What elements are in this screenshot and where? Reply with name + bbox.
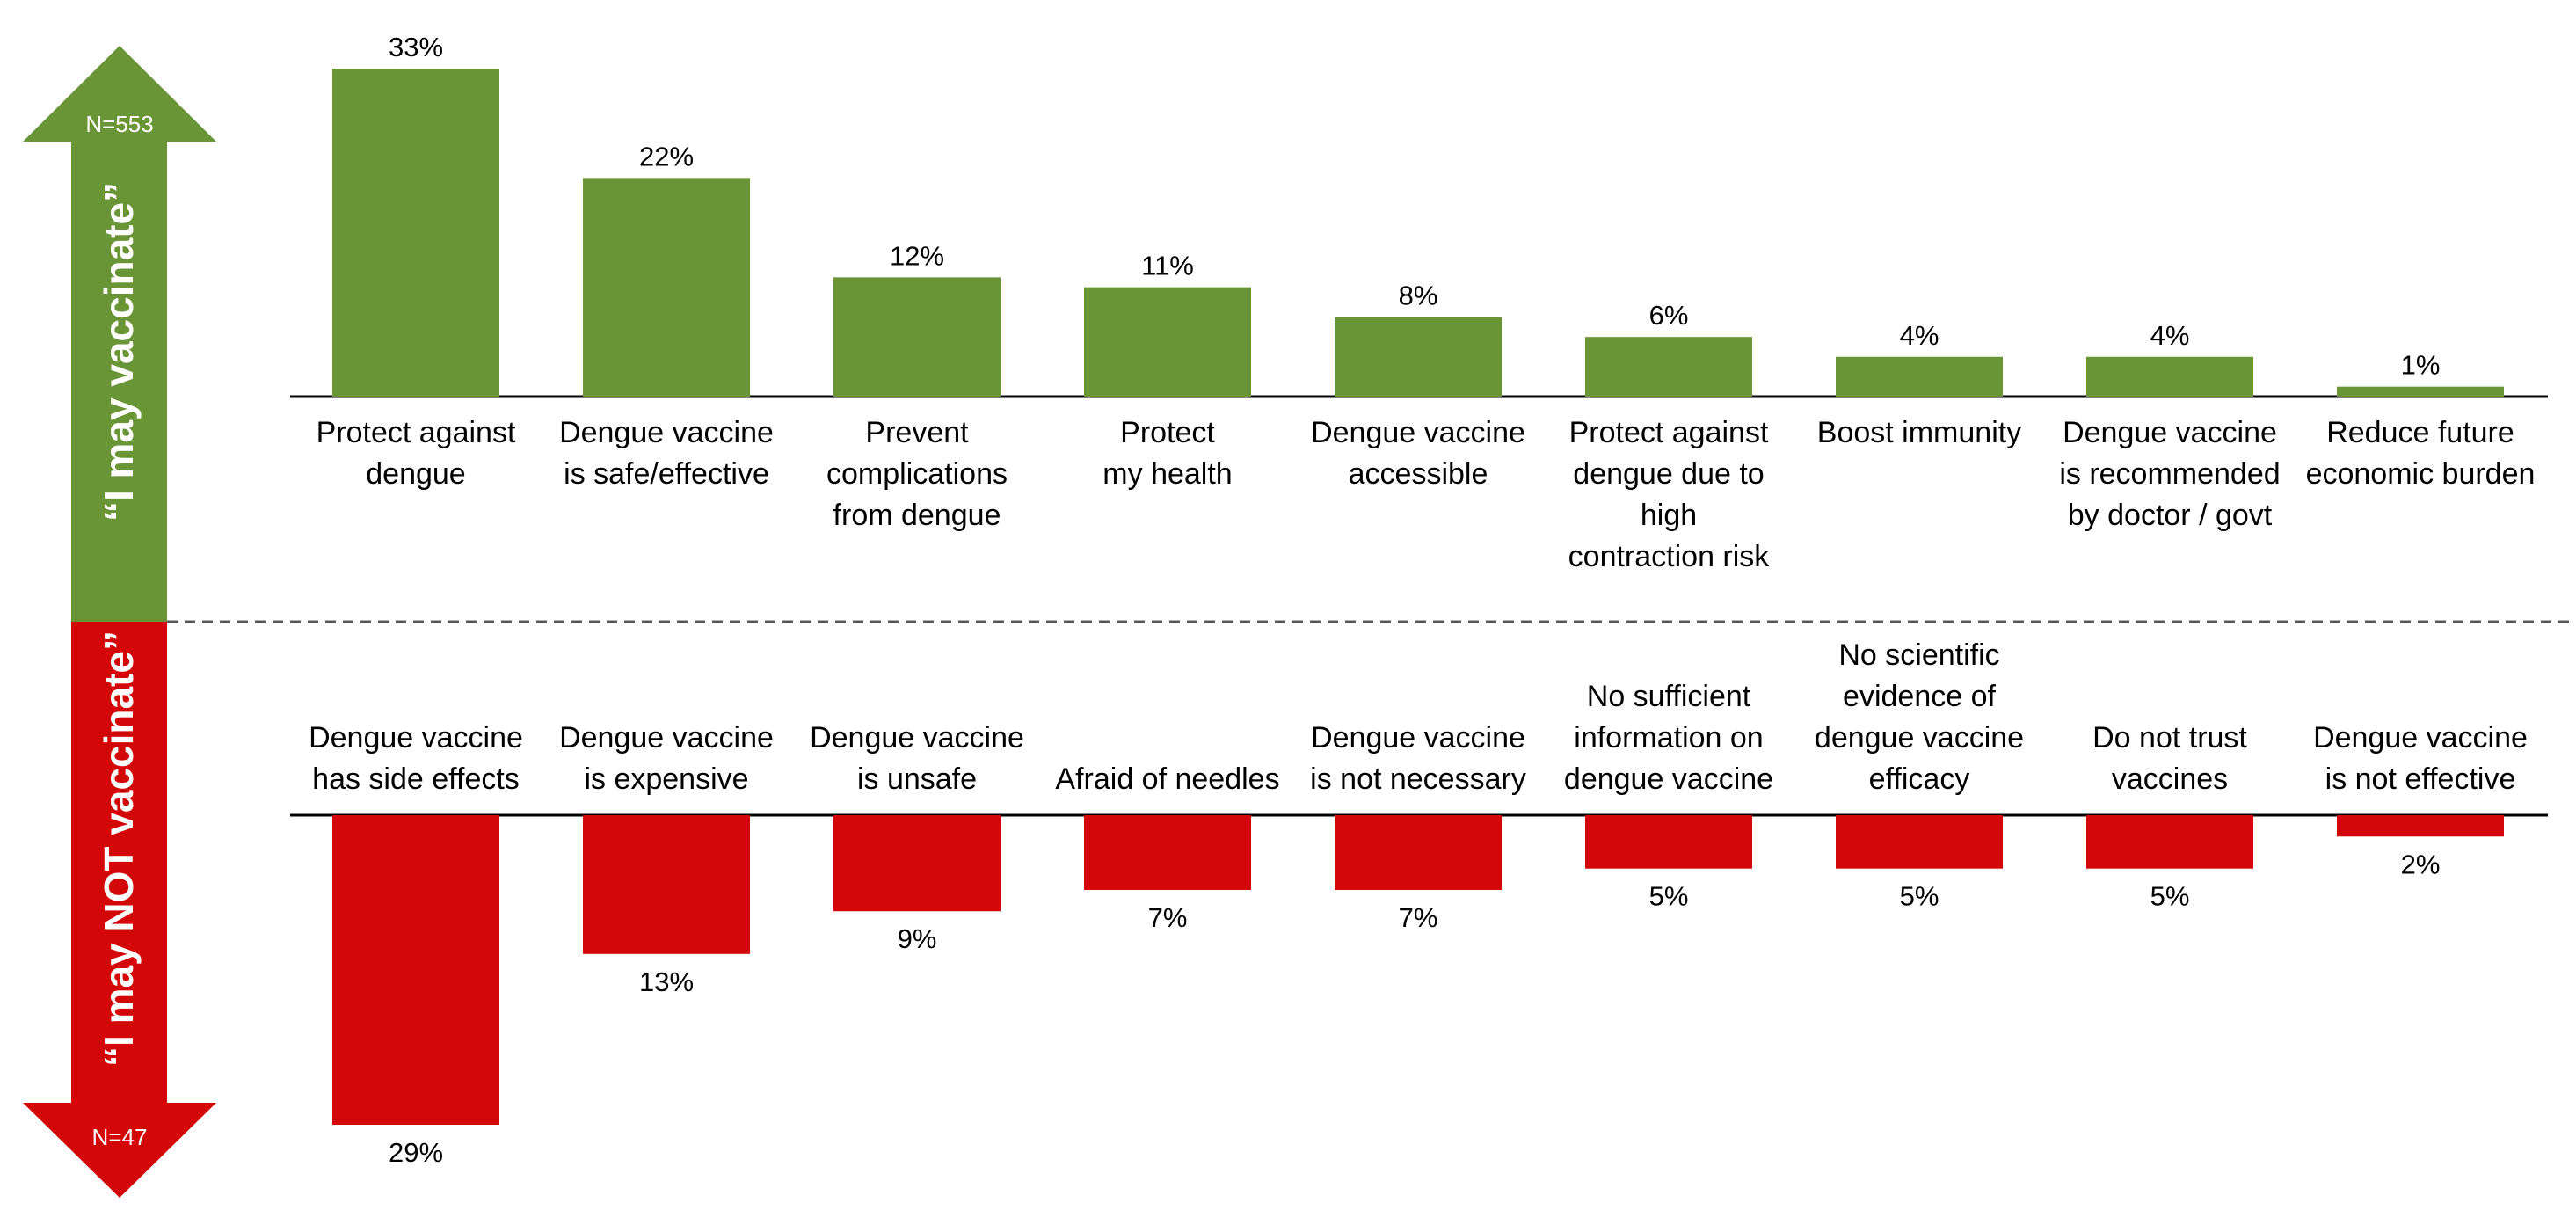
vaccinate-category-label: Dengue vaccine [559,416,774,449]
vaccinate-arrow-label: “I may vaccinate” [96,182,142,521]
not-vaccinate-category-label: vaccines [2112,762,2228,796]
not-vaccinate-category-label: is expensive [584,762,748,796]
vaccinate-category-label: is safe/effective [564,457,769,491]
vaccinate-value-label: 12% [890,240,944,271]
vaccinate-value-label: 6% [1649,300,1689,331]
vaccinate-bar [833,277,1001,397]
vaccinate-bar [2086,356,2253,397]
vaccinate-category-label: dengue due to [1573,457,1764,491]
not-vaccinate-value-label: 7% [1148,902,1188,933]
not-vaccinate-arrow-shape [23,622,216,1198]
not-vaccinate-value-label: 2% [2401,849,2441,879]
not-vaccinate-arrow-label: “I may NOT vaccinate” [96,631,142,1067]
vaccinate-category-label: accessible [1349,457,1488,491]
vaccinate-n-label: N=553 [85,111,153,137]
not-vaccinate-category-label: No sufficient [1587,680,1751,713]
not-vaccinate-value-label: 9% [898,923,937,954]
not-vaccinate-category-label: efficacy [1869,762,1970,796]
vaccinate-category-label: complications [826,457,1008,491]
not-vaccinate-value-label: 5% [1649,881,1689,912]
vaccinate-category-label: Boost immunity [1817,416,2021,449]
vaccinate-bar [583,178,750,397]
not-vaccinate-category-label: Dengue vaccine [2313,721,2528,755]
vaccinate-value-label: 4% [2150,320,2190,351]
vaccinate-category-label: contraction risk [1568,540,1771,573]
vaccinate-value-label: 11% [1141,251,1194,281]
vaccinate-value-label: 1% [2401,350,2441,381]
vaccinate-value-label: 22% [639,141,694,171]
vaccinate-category-label: my health [1102,457,1232,491]
not-vaccinate-category-label: Dengue vaccine [810,721,1024,755]
vaccinate-bar [332,69,499,397]
not-vaccinate-bar [1585,815,1752,869]
not-vaccinate-category-label: dengue vaccine [1564,762,1773,796]
not-vaccinate-category-label: Afraid of needles [1055,762,1279,796]
not-vaccinate-category-label: Do not trust [2092,721,2247,755]
vaccinate-category-label: Protect against [317,416,516,449]
not-vaccinate-category-label: Dengue vaccine [1311,721,1525,755]
not-vaccinate-bar [2337,815,2504,837]
vaccinate-category-label: economic burden [2306,457,2536,491]
not-vaccinate-bars: 29% Dengue vaccine has side effects 13% Deng… [309,638,2528,1168]
vaccinate-arrow-shape [23,46,216,622]
not-vaccinate-bar [332,815,499,1125]
vaccinate-category-label: Protect [1120,416,1215,449]
not-vaccinate-category-label: is not effective [2325,762,2516,796]
not-vaccinate-bar [2086,815,2253,869]
vaccinate-category-label: Protect against [1569,416,1769,449]
not-vaccinate-category-label: is not necessary [1310,762,1526,796]
vaccinate-bar [1836,356,2003,397]
vaccinate-category-label: by doctor / govt [2068,499,2273,532]
vaccinate-bars: 33% Protect against dengue 22% Dengue vaccin… [317,32,2536,573]
not-vaccinate-arrow: N=47 “I may NOT vaccinate” [23,622,216,1198]
not-vaccinate-n-label: N=47 [92,1124,148,1150]
not-vaccinate-bar [1836,815,2003,869]
vaccinate-category-label: Dengue vaccine [2063,416,2277,449]
not-vaccinate-value-label: 5% [1900,881,1939,912]
not-vaccinate-category-label: Dengue vaccine [309,721,523,755]
vaccinate-bar [2337,386,2504,397]
not-vaccinate-bar [1084,815,1251,890]
not-vaccinate-value-label: 13% [639,966,694,997]
not-vaccinate-category-label: is unsafe [857,762,977,796]
vaccinate-category-label: Prevent [865,416,969,449]
not-vaccinate-bar [583,815,750,954]
not-vaccinate-value-label: 29% [389,1137,443,1168]
vaccinate-category-label: high [1641,499,1697,532]
not-vaccinate-category-label: has side effects [312,762,520,796]
not-vaccinate-category-label: dengue vaccine [1815,721,2024,755]
vaccinate-bar [1084,287,1251,397]
not-vaccinate-category-label: evidence of [1843,680,1996,713]
vaccinate-category-label: dengue [366,457,465,491]
vaccinate-bar [1585,337,1752,397]
not-vaccinate-value-label: 7% [1399,902,1438,933]
vaccinate-value-label: 4% [1900,320,1939,351]
not-vaccinate-category-label: No scientific [1838,638,1999,672]
not-vaccinate-bar [833,815,1001,912]
not-vaccinate-category-label: information on [1574,721,1763,755]
not-vaccinate-value-label: 5% [2150,881,2190,912]
vaccinate-category-label: Dengue vaccine [1311,416,1525,449]
not-vaccinate-bar [1335,815,1502,890]
vaccinate-category-label: Reduce future [2326,416,2514,449]
vaccinate-value-label: 33% [389,32,443,62]
vaccinate-arrow: N=553 “I may vaccinate” [23,46,216,622]
vaccinate-value-label: 8% [1399,281,1438,311]
vaccinate-category-label: from dengue [833,499,1001,532]
not-vaccinate-category-label: Dengue vaccine [559,721,774,755]
vaccinate-bar [1335,317,1502,397]
vaccinate-category-label: is recommended [2059,457,2280,491]
